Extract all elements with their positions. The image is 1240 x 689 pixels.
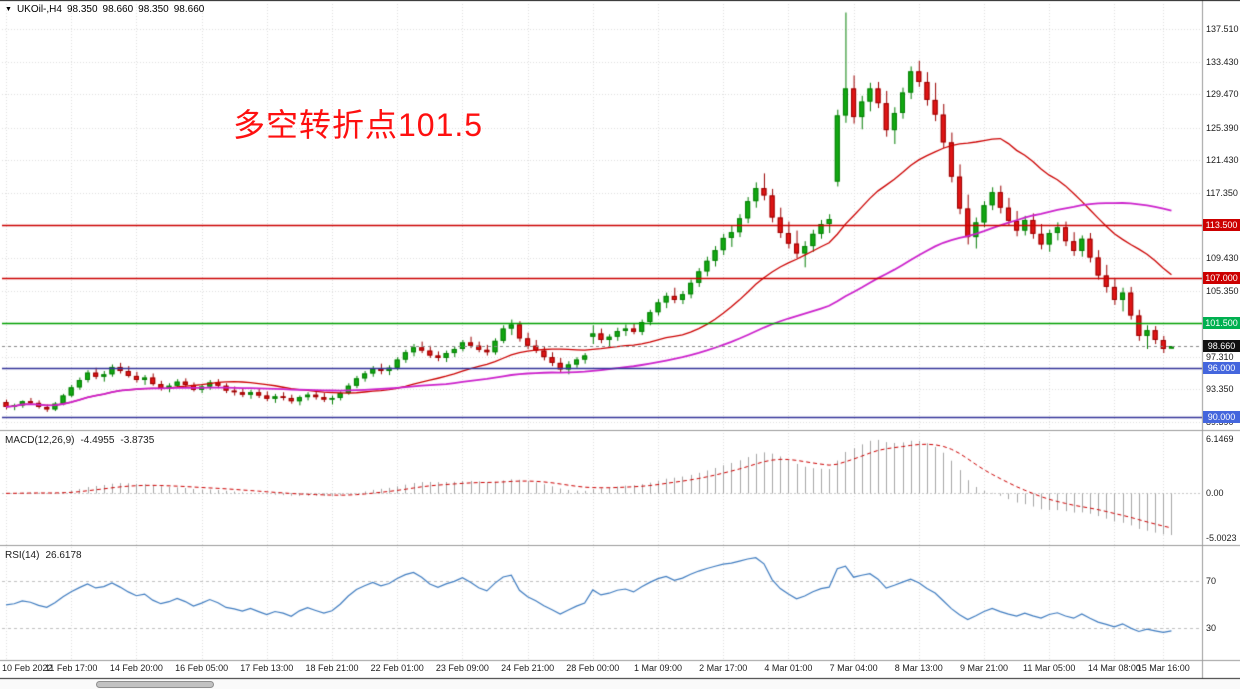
rsi-value: 26.6178 [45, 550, 82, 561]
ohlc-close: 98.660 [173, 4, 205, 15]
time-axis[interactable] [0, 661, 1202, 678]
symbol-title: UKOil-,H4 [16, 4, 62, 15]
chart-header-ohlc: ▼ UKOil-,H4 98.350 98.660 98.350 98.660 [5, 4, 209, 15]
macd-name: MACD(12,26,9) [5, 435, 75, 446]
price-pane[interactable] [0, 0, 1202, 430]
rsi-indicator-label: RSI(14) 26.6178 [5, 550, 88, 561]
rsi-name: RSI(14) [5, 550, 40, 561]
macd-value-signal: -3.8735 [120, 435, 155, 446]
symbol-arrow-icon: ▼ [5, 6, 12, 13]
rsi-pane[interactable] [0, 546, 1202, 660]
ohlc-open: 98.350 [66, 4, 98, 15]
ohlc-low: 98.350 [138, 4, 169, 15]
scrollbar-thumb[interactable] [96, 681, 214, 688]
macd-value-main: -4.4955 [80, 435, 115, 446]
horizontal-scrollbar[interactable] [0, 680, 1240, 689]
macd-pane[interactable] [0, 432, 1202, 545]
macd-indicator-label: MACD(12,26,9) -4.4955 -3.8735 [5, 435, 160, 446]
price-axis[interactable] [1202, 0, 1240, 678]
ohlc-high: 98.660 [102, 4, 134, 15]
annotation-text: 多空转折点101.5 [233, 107, 484, 143]
